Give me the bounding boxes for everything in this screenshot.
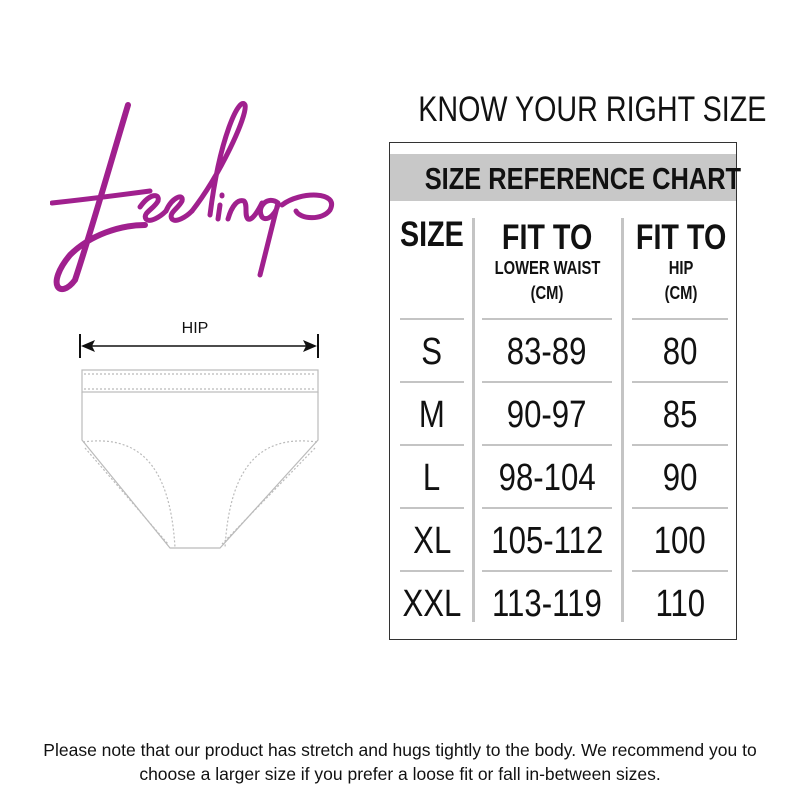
column-divider bbox=[621, 218, 624, 622]
row-divider bbox=[632, 318, 728, 320]
row-divider bbox=[400, 507, 464, 509]
row-divider bbox=[400, 570, 464, 572]
size-cell: XL bbox=[412, 520, 452, 562]
row-divider bbox=[632, 570, 728, 572]
size-cell: M bbox=[419, 394, 445, 436]
fit-note: Please note that our product has stretch… bbox=[43, 740, 757, 784]
hip-arrow-icon bbox=[79, 334, 319, 358]
size-table-body: S 83-89 80 M 90-97 85 L 98-104 90 XL 105… bbox=[389, 318, 737, 638]
size-chart bbox=[389, 142, 737, 640]
row-divider bbox=[400, 381, 464, 383]
hip-cell: 90 bbox=[662, 457, 698, 499]
row-divider bbox=[482, 570, 612, 572]
row-divider bbox=[482, 444, 612, 446]
row-divider bbox=[632, 381, 728, 383]
waist-cell: 113-119 bbox=[492, 583, 602, 625]
header-hip: FIT TO HIP (CM) bbox=[635, 218, 727, 304]
hip-cell: 80 bbox=[662, 331, 698, 373]
size-cell: L bbox=[423, 457, 441, 499]
row-divider bbox=[632, 444, 728, 446]
row-divider bbox=[482, 318, 612, 320]
chart-title: SIZE REFERENCE CHART bbox=[390, 154, 741, 201]
hip-cell: 100 bbox=[654, 520, 706, 562]
row-divider bbox=[400, 318, 464, 320]
feelings-logo bbox=[50, 101, 334, 293]
row-divider bbox=[400, 444, 464, 446]
header-size: SIZE bbox=[400, 215, 464, 254]
size-cell: XXL bbox=[402, 583, 462, 625]
row-divider bbox=[482, 507, 612, 509]
row-divider bbox=[632, 507, 728, 509]
column-divider bbox=[472, 218, 475, 622]
header-lower-waist: FIT TO LOWER WAIST (CM) bbox=[494, 218, 600, 304]
size-cell: S bbox=[421, 331, 443, 373]
briefs-diagram bbox=[79, 334, 319, 549]
waist-cell: 105-112 bbox=[490, 520, 604, 562]
hip-label: HIP bbox=[181, 320, 209, 337]
hip-cell: 85 bbox=[662, 394, 698, 436]
page-heading: KNOW YOUR RIGHT SIZE bbox=[418, 90, 767, 129]
waist-cell: 98-104 bbox=[498, 457, 596, 499]
waist-cell: 90-97 bbox=[507, 394, 587, 436]
waist-cell: 83-89 bbox=[507, 331, 587, 373]
row-divider bbox=[482, 381, 612, 383]
hip-cell: 110 bbox=[655, 583, 705, 625]
